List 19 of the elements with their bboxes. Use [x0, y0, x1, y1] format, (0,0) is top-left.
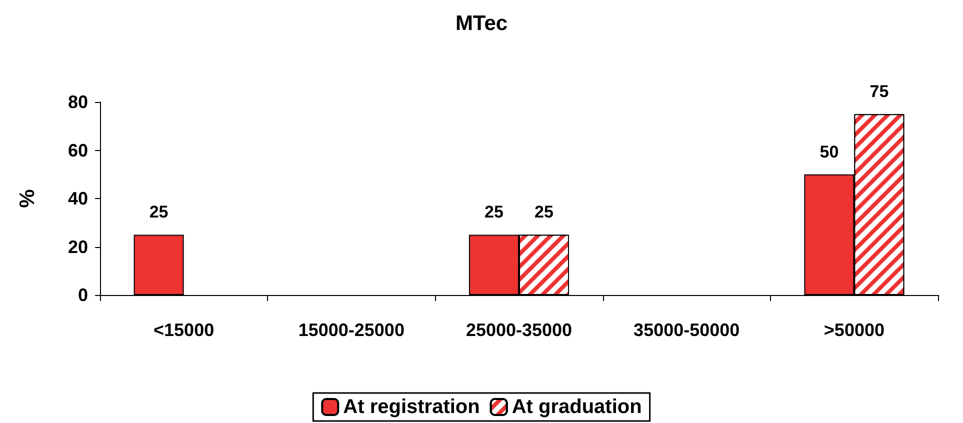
data-label: 50 [820, 142, 839, 162]
y-tick-label: 0 [78, 285, 88, 305]
data-label: 25 [534, 202, 554, 222]
chart-title: MTec [455, 12, 508, 35]
data-label: 25 [484, 202, 504, 222]
legend-label: At registration [343, 396, 480, 418]
y-axis-title: % [16, 188, 39, 208]
x-tick-label: 35000-50000 [634, 320, 740, 340]
y-tick-label: 40 [68, 188, 88, 208]
legend-label: At graduation [512, 396, 642, 418]
x-tick-label: 15000-25000 [298, 320, 404, 340]
data-label: 75 [870, 82, 889, 102]
x-tick-label: <15000 [154, 320, 214, 340]
x-tick-label: 25000-35000 [466, 320, 572, 340]
y-tick-label: 20 [68, 236, 88, 257]
y-tick-label: 60 [68, 140, 88, 160]
x-tick-label: >50000 [824, 320, 884, 340]
y-tick-label: 80 [68, 92, 88, 112]
data-label: 25 [149, 202, 168, 222]
